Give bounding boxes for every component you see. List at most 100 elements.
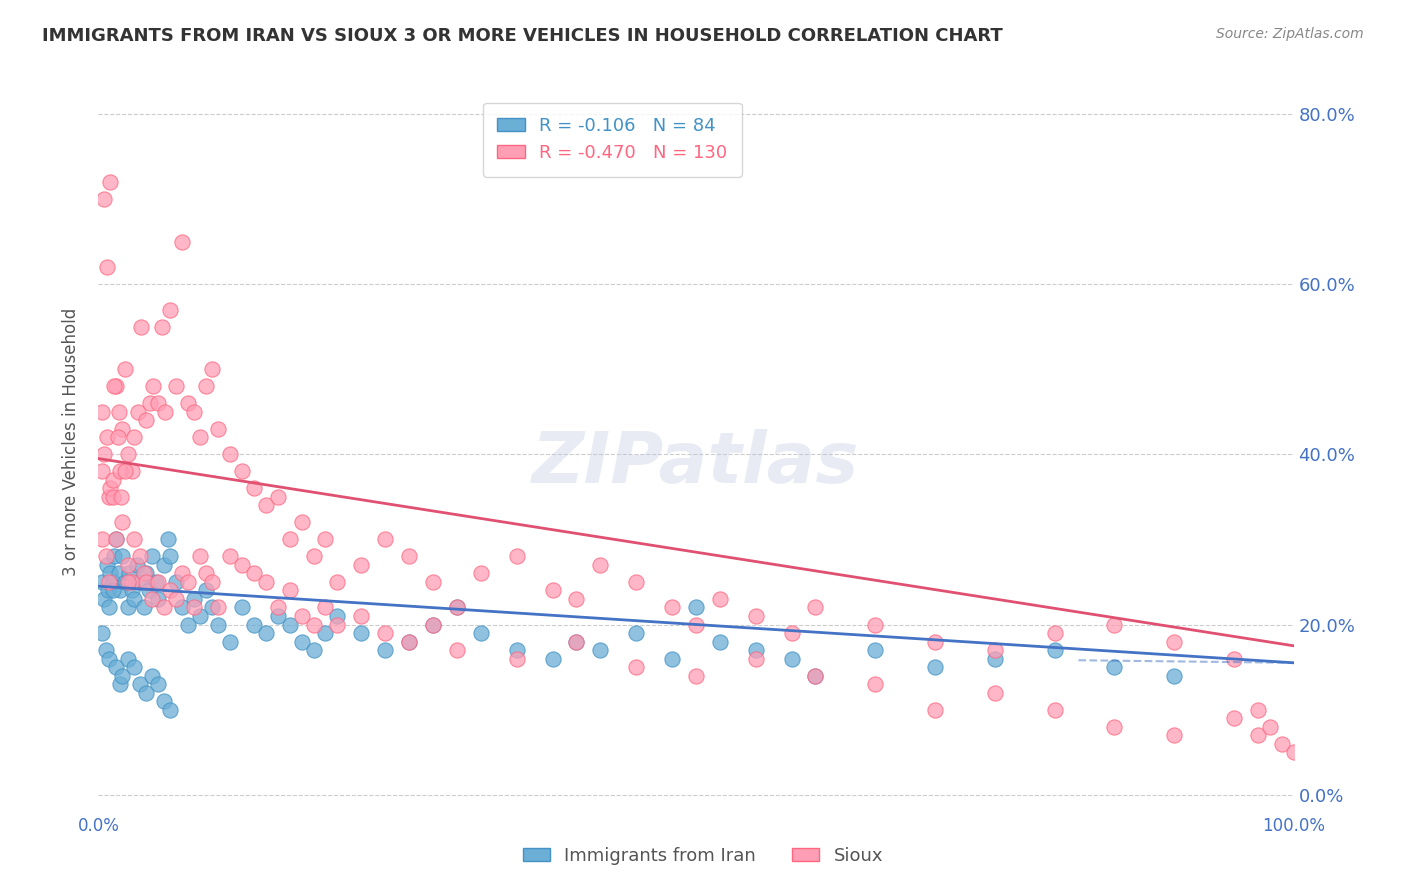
- Point: [565, 634, 588, 648]
- Point: [183, 600, 205, 615]
- Point: [117, 651, 139, 665]
- Point: [291, 516, 314, 530]
- Point: [105, 533, 128, 547]
- Point: [984, 685, 1007, 699]
- Point: [661, 600, 683, 615]
- Point: [1282, 745, 1305, 759]
- Point: [107, 405, 129, 419]
- Point: [145, 574, 167, 589]
- Point: [1043, 643, 1066, 657]
- Point: [129, 677, 152, 691]
- Point: [124, 591, 146, 606]
- Point: [243, 617, 266, 632]
- Point: [108, 464, 131, 478]
- Point: [350, 558, 373, 572]
- Point: [398, 549, 420, 564]
- Point: [117, 600, 139, 615]
- Point: [326, 617, 349, 632]
- Point: [865, 643, 887, 657]
- Point: [278, 533, 301, 547]
- Point: [470, 626, 492, 640]
- Point: [565, 591, 588, 606]
- Point: [177, 617, 200, 632]
- Point: [278, 617, 301, 632]
- Point: [302, 549, 325, 564]
- Point: [94, 643, 117, 657]
- Point: [108, 677, 131, 691]
- Point: [924, 703, 946, 717]
- Point: [93, 192, 115, 206]
- Point: [231, 558, 253, 572]
- Point: [98, 490, 121, 504]
- Point: [101, 574, 124, 589]
- Point: [139, 396, 162, 410]
- Point: [159, 583, 181, 598]
- Point: [207, 617, 229, 632]
- Point: [91, 405, 114, 419]
- Point: [141, 591, 163, 606]
- Point: [1104, 720, 1126, 734]
- Point: [745, 643, 768, 657]
- Point: [374, 626, 396, 640]
- Point: [98, 600, 121, 615]
- Point: [219, 634, 242, 648]
- Point: [1223, 711, 1246, 725]
- Point: [129, 574, 152, 589]
- Point: [101, 490, 124, 504]
- Point: [267, 609, 290, 624]
- Point: [148, 677, 170, 691]
- Y-axis label: 3 or more Vehicles in Household: 3 or more Vehicles in Household: [62, 308, 80, 575]
- Point: [121, 574, 143, 589]
- Point: [135, 574, 157, 589]
- Point: [135, 566, 157, 581]
- Point: [135, 685, 157, 699]
- Point: [98, 566, 122, 581]
- Point: [148, 396, 170, 410]
- Point: [111, 422, 134, 436]
- Point: [1247, 703, 1270, 717]
- Point: [1163, 728, 1185, 742]
- Point: [780, 626, 803, 640]
- Point: [195, 379, 218, 393]
- Point: [1271, 737, 1294, 751]
- Point: [1104, 617, 1126, 632]
- Point: [177, 396, 200, 410]
- Text: IMMIGRANTS FROM IRAN VS SIOUX 3 OR MORE VEHICLES IN HOUSEHOLD CORRELATION CHART: IMMIGRANTS FROM IRAN VS SIOUX 3 OR MORE …: [42, 27, 1002, 45]
- Point: [541, 651, 564, 665]
- Point: [114, 574, 136, 589]
- Point: [924, 660, 946, 674]
- Point: [98, 574, 121, 589]
- Point: [207, 422, 229, 436]
- Point: [201, 362, 224, 376]
- Point: [188, 430, 211, 444]
- Point: [1163, 634, 1185, 648]
- Point: [105, 533, 128, 547]
- Point: [1258, 720, 1281, 734]
- Point: [132, 566, 155, 581]
- Point: [231, 464, 253, 478]
- Point: [108, 583, 131, 598]
- Point: [159, 549, 181, 564]
- Point: [291, 609, 314, 624]
- Point: [398, 634, 420, 648]
- Point: [506, 643, 529, 657]
- Point: [172, 600, 194, 615]
- Point: [101, 583, 124, 598]
- Point: [172, 566, 194, 581]
- Point: [159, 703, 181, 717]
- Point: [541, 583, 564, 598]
- Point: [709, 634, 731, 648]
- Point: [96, 558, 118, 572]
- Point: [105, 379, 128, 393]
- Point: [626, 660, 648, 674]
- Point: [350, 626, 373, 640]
- Point: [111, 516, 134, 530]
- Point: [177, 574, 200, 589]
- Point: [135, 413, 157, 427]
- Point: [201, 600, 224, 615]
- Point: [207, 600, 229, 615]
- Point: [350, 609, 373, 624]
- Point: [172, 235, 194, 249]
- Point: [315, 626, 337, 640]
- Point: [267, 600, 290, 615]
